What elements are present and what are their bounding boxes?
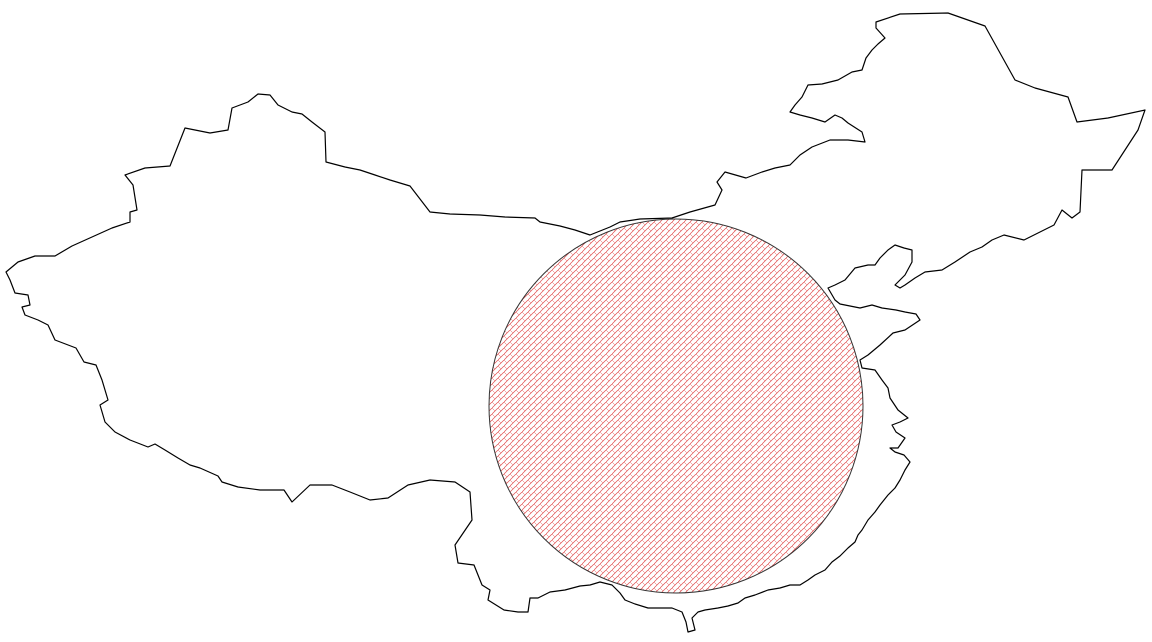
country-outline bbox=[5, 12, 1146, 633]
hatched-circle-overlay bbox=[488, 218, 864, 594]
